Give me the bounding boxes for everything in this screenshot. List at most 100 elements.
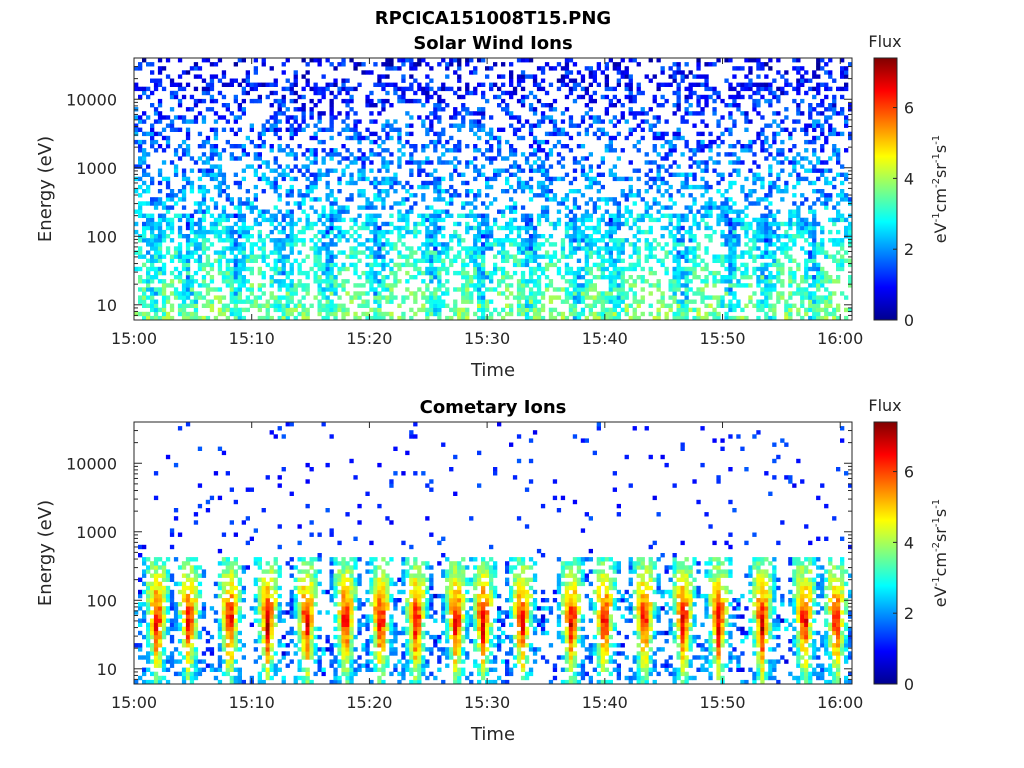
heatmap-cell [337, 180, 342, 186]
heatmap-cell [632, 234, 637, 239]
heatmap-cell [193, 201, 199, 206]
heatmap-cell [600, 307, 605, 313]
heatmap-cell [189, 303, 195, 308]
heatmap-cell [197, 315, 203, 321]
heatmap-cell [536, 311, 542, 317]
heatmap-cell [313, 221, 318, 227]
heatmap-cell [516, 242, 522, 247]
heatmap-cell [696, 144, 701, 149]
heatmap-cell [808, 205, 813, 210]
heatmap-cell [381, 127, 386, 132]
heatmap-cell [696, 58, 701, 63]
heatmap-cell [684, 287, 689, 292]
heatmap-cell [249, 205, 254, 210]
heatmap-cell [672, 275, 677, 280]
heatmap-cell [477, 262, 482, 268]
heatmap-cell [536, 98, 542, 104]
heatmap-cell [134, 123, 139, 128]
heatmap-cell [556, 176, 562, 182]
heatmap-cell [433, 197, 438, 202]
heatmap-cell [616, 266, 621, 272]
heatmap-cell [433, 246, 438, 251]
heatmap-cell [153, 258, 159, 263]
heatmap-cell [401, 58, 406, 63]
heatmap-cell [441, 291, 446, 296]
heatmap-cell [644, 189, 649, 194]
heatmap-cell [760, 266, 765, 272]
heatmap-cell [241, 86, 246, 92]
heatmap-cell [213, 144, 219, 149]
heatmap-cell [688, 287, 693, 292]
heatmap-cell [293, 291, 298, 296]
heatmap-cell [520, 287, 526, 292]
heatmap-cell [804, 291, 809, 296]
heatmap-cell [265, 119, 270, 124]
heatmap-cell [309, 246, 314, 251]
heatmap-cell [213, 148, 219, 153]
heatmap-cell [688, 270, 693, 276]
heatmap-cell [237, 197, 242, 202]
heatmap-cell [612, 270, 617, 276]
heatmap-cell [389, 270, 394, 276]
heatmap-cell [505, 238, 510, 243]
heatmap-cell [501, 168, 506, 173]
heatmap-cell [736, 168, 741, 173]
heatmap-cell [385, 58, 390, 63]
heatmap-cell [365, 217, 370, 223]
heatmap-cell [644, 258, 649, 263]
heatmap-cell [820, 225, 825, 231]
heatmap-cell [509, 184, 514, 190]
heatmap-cell [457, 111, 462, 116]
heatmap-cell [397, 58, 402, 63]
heatmap-cell [728, 111, 733, 116]
heatmap-cell [465, 246, 470, 251]
heatmap-cell [361, 160, 366, 165]
heatmap-cell [608, 217, 613, 223]
heatmap-cell [796, 234, 801, 239]
heatmap-cell [229, 299, 234, 304]
heatmap-cell [337, 270, 342, 276]
heatmap-cell [209, 176, 215, 182]
heatmap-cell [644, 180, 649, 186]
heatmap-cell [377, 197, 382, 202]
heatmap-cell [736, 209, 741, 214]
heatmap-cell [512, 131, 518, 137]
heatmap-cell [217, 115, 223, 120]
heatmap-cell [397, 66, 402, 71]
heatmap-cell [161, 201, 167, 206]
heatmap-cell [808, 303, 813, 308]
heatmap-cell [548, 176, 554, 182]
heatmap-cell [716, 213, 721, 218]
heatmap-cell [201, 225, 207, 231]
heatmap-cell [692, 123, 697, 128]
heatmap-cell [544, 172, 550, 177]
heatmap-cell [481, 262, 486, 268]
heatmap-cell [540, 78, 546, 83]
heatmap-cell [337, 250, 342, 255]
heatmap-cell [205, 156, 211, 161]
heatmap-cell [800, 156, 805, 161]
heatmap-cell [776, 111, 781, 116]
heatmap-cell [213, 127, 219, 132]
heatmap-cell [465, 307, 470, 313]
heatmap-cell [453, 144, 458, 149]
heatmap-cell [692, 234, 697, 239]
heatmap-cell [560, 201, 566, 206]
heatmap-cell [417, 62, 422, 67]
heatmap-cell [812, 148, 817, 153]
heatmap-cell [704, 160, 709, 165]
heatmap-cell [397, 234, 402, 239]
heatmap-cell [241, 246, 246, 251]
heatmap-cell [572, 197, 578, 202]
heatmap-cell [225, 82, 230, 87]
heatmap-cell [660, 213, 665, 218]
heatmap-cell [321, 246, 326, 251]
heatmap-cell [233, 131, 238, 137]
heatmap-cell [808, 250, 813, 255]
heatmap-cell [756, 90, 761, 96]
heatmap-cell [509, 238, 514, 243]
heatmap-cell [576, 291, 582, 296]
heatmap-cell [297, 189, 302, 194]
heatmap-cell [509, 70, 514, 75]
heatmap-cell [205, 270, 211, 276]
